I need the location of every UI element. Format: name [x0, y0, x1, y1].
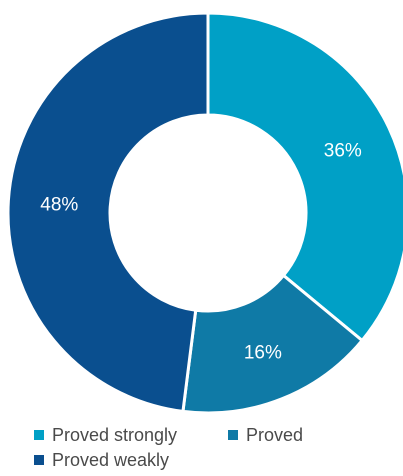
legend-item-proved-strongly: Proved strongly [34, 424, 177, 446]
legend-item-proved: Proved [228, 424, 303, 446]
legend-label-proved-strongly: Proved strongly [52, 425, 178, 445]
slice-label-proved-strongly: 36% [324, 141, 362, 162]
legend-item-proved-weakly: Proved weakly [34, 449, 169, 471]
slice-label-proved: 16% [244, 343, 282, 364]
legend-swatch-proved-weakly [34, 455, 44, 465]
slice-proved-weakly [6, 11, 210, 414]
slices-group [6, 11, 403, 415]
labels-group: 36% 16% 48% [40, 141, 362, 364]
slice-label-proved-weakly: 48% [40, 195, 78, 216]
legend-swatch-proved-strongly [34, 430, 44, 440]
legend-swatch-proved [228, 430, 238, 440]
legend-label-proved: Proved [246, 425, 304, 445]
slice-proved [181, 273, 365, 415]
slice-proved-strongly [206, 11, 403, 343]
legend-label-proved-weakly: Proved weakly [52, 450, 170, 470]
